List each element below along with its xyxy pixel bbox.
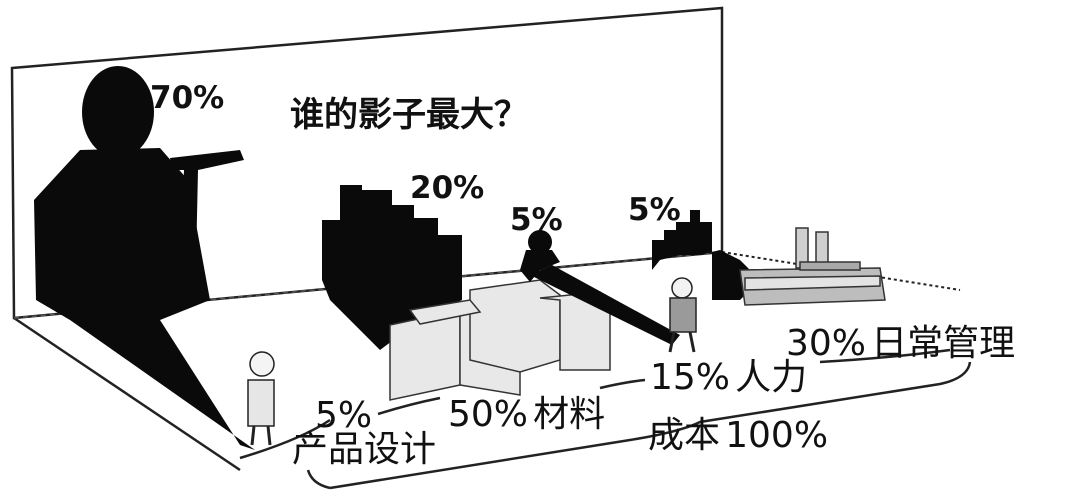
bracket-total (329, 361, 972, 490)
designer-shadow (34, 66, 255, 450)
category-label-management: 日常管理 (871, 323, 1016, 364)
bracket-labor (599, 378, 646, 390)
shadow-label-management: 5% (628, 192, 681, 228)
category-label-product-design: 产品设计 (292, 429, 437, 470)
bracket-materials (377, 396, 441, 416)
factory (739, 227, 886, 306)
cost-label-materials: 50% (448, 394, 529, 435)
total-label: 成本 (648, 415, 721, 456)
category-label-materials: 材料 (533, 394, 606, 435)
materials-crates (389, 279, 611, 401)
shadow-label-product-design: 70% (150, 80, 225, 116)
bracket-product-design (239, 418, 331, 460)
shadow-label-materials: 20% (410, 170, 485, 206)
category-label-labor: 人力 (735, 357, 808, 398)
total-value: 100% (725, 415, 829, 456)
total-cost: 成本 100% (648, 418, 828, 454)
label-management: 30% 日常管理 (786, 326, 1015, 362)
worker-figure (668, 277, 697, 353)
cost-label-management: 30% (786, 323, 867, 364)
designer-figure (247, 351, 275, 446)
diagram-title: 谁的影子最大？ (290, 95, 528, 135)
worker-shadow (520, 230, 680, 345)
label-labor: 15% 人力 (650, 360, 807, 396)
shadow-label-labor: 5% (510, 202, 563, 238)
factory-shadow (652, 210, 760, 300)
label-materials: 50% 材料 (448, 397, 605, 433)
cost-label-labor: 15% (650, 357, 731, 398)
bracket-management (819, 348, 951, 364)
cost-brackets (239, 348, 972, 490)
cost-label-product-design: 5% (315, 395, 373, 436)
bracket-total-left (306, 469, 331, 490)
